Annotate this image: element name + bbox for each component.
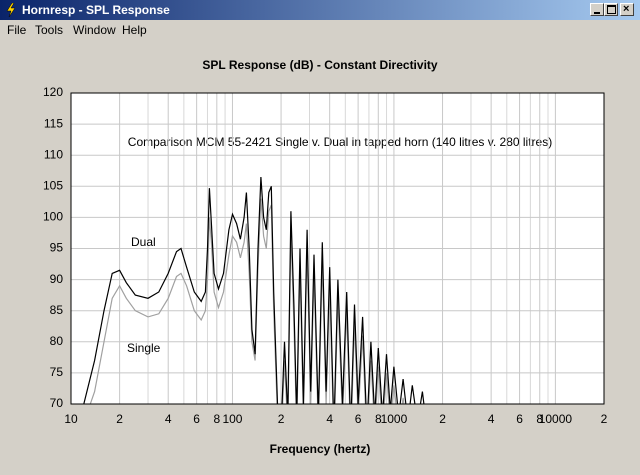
x-tick-label: 100 [222,412,242,426]
x-tick-label: 4 [326,412,333,426]
y-tick-label: 120 [43,85,63,99]
chart-title: SPL Response (dB) - Constant Directivity [202,58,437,72]
x-tick-label: 10000 [539,412,573,426]
title-bar: Hornresp - SPL Response × [0,0,640,20]
y-tick-label: 70 [50,396,64,410]
y-tick-label: 95 [50,241,64,255]
x-tick-label: 8 [213,412,220,426]
chart: SPL Response (dB) - Constant Directivity… [43,58,608,456]
x-tick-label: 6 [193,412,200,426]
x-tick-label: 10 [64,412,78,426]
app-icon [6,3,16,17]
y-tick-label: 90 [50,272,64,286]
legend-label: Single [127,341,161,355]
x-tick-label: 6 [355,412,362,426]
x-axis-label: Frequency (hertz) [270,442,371,456]
close-button[interactable]: × [620,3,634,16]
maximize-button[interactable] [604,3,618,16]
x-tick-label: 2 [439,412,446,426]
y-tick-label: 80 [50,334,64,348]
x-tick-label: 8 [536,412,543,426]
annotation: Comparison MCM 55-2421 Single v. Dual in… [128,135,552,149]
y-tick-label: 110 [44,147,63,161]
series-line [89,198,413,404]
menu-item[interactable]: Tools [35,23,64,37]
menu-bar: File Tools Window Help [0,20,640,38]
plot-frame [70,92,605,405]
x-tick-label: 8 [375,412,382,426]
y-tick-label: 115 [44,116,63,130]
plot-lines [83,176,425,404]
x-tick-label: 2 [601,412,608,426]
y-tick-label: 100 [43,210,63,224]
menu-item[interactable]: Window [73,23,116,37]
window-title: Hornresp - SPL Response [22,3,170,17]
y-tick-label: 75 [50,365,64,379]
y-tick-label: 85 [50,303,64,317]
y-tick-label: 105 [43,178,63,192]
menu-item[interactable]: Help [122,23,147,37]
series-line [83,176,425,404]
x-tick-label: 6 [516,412,523,426]
menu-item[interactable]: File [7,23,27,37]
x-tick-label: 1000 [381,412,408,426]
x-tick-label: 4 [488,412,495,426]
x-tick-label: 4 [165,412,172,426]
x-tick-label: 2 [116,412,123,426]
minimize-button[interactable] [590,3,604,16]
legend-label: Dual [131,235,156,249]
x-tick-label: 2 [278,412,285,426]
